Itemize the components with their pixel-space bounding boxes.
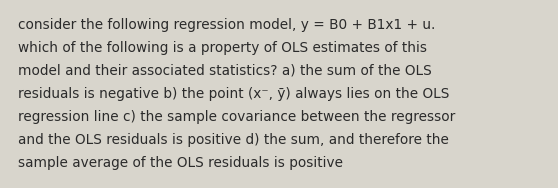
Text: residuals is negative b) the point (x⁻, ȳ) always lies on the OLS: residuals is negative b) the point (x⁻, …: [18, 87, 449, 101]
Text: model and their associated statistics? a) the sum of the OLS: model and their associated statistics? a…: [18, 64, 432, 78]
Text: regression line c) the sample covariance between the regressor: regression line c) the sample covariance…: [18, 110, 455, 124]
Text: consider the following regression model, y = B0 + B1x1 + u.: consider the following regression model,…: [18, 18, 435, 32]
Text: which of the following is a property of OLS estimates of this: which of the following is a property of …: [18, 41, 427, 55]
Text: and the OLS residuals is positive d) the sum, and therefore the: and the OLS residuals is positive d) the…: [18, 133, 449, 147]
Text: sample average of the OLS residuals is positive: sample average of the OLS residuals is p…: [18, 156, 343, 170]
